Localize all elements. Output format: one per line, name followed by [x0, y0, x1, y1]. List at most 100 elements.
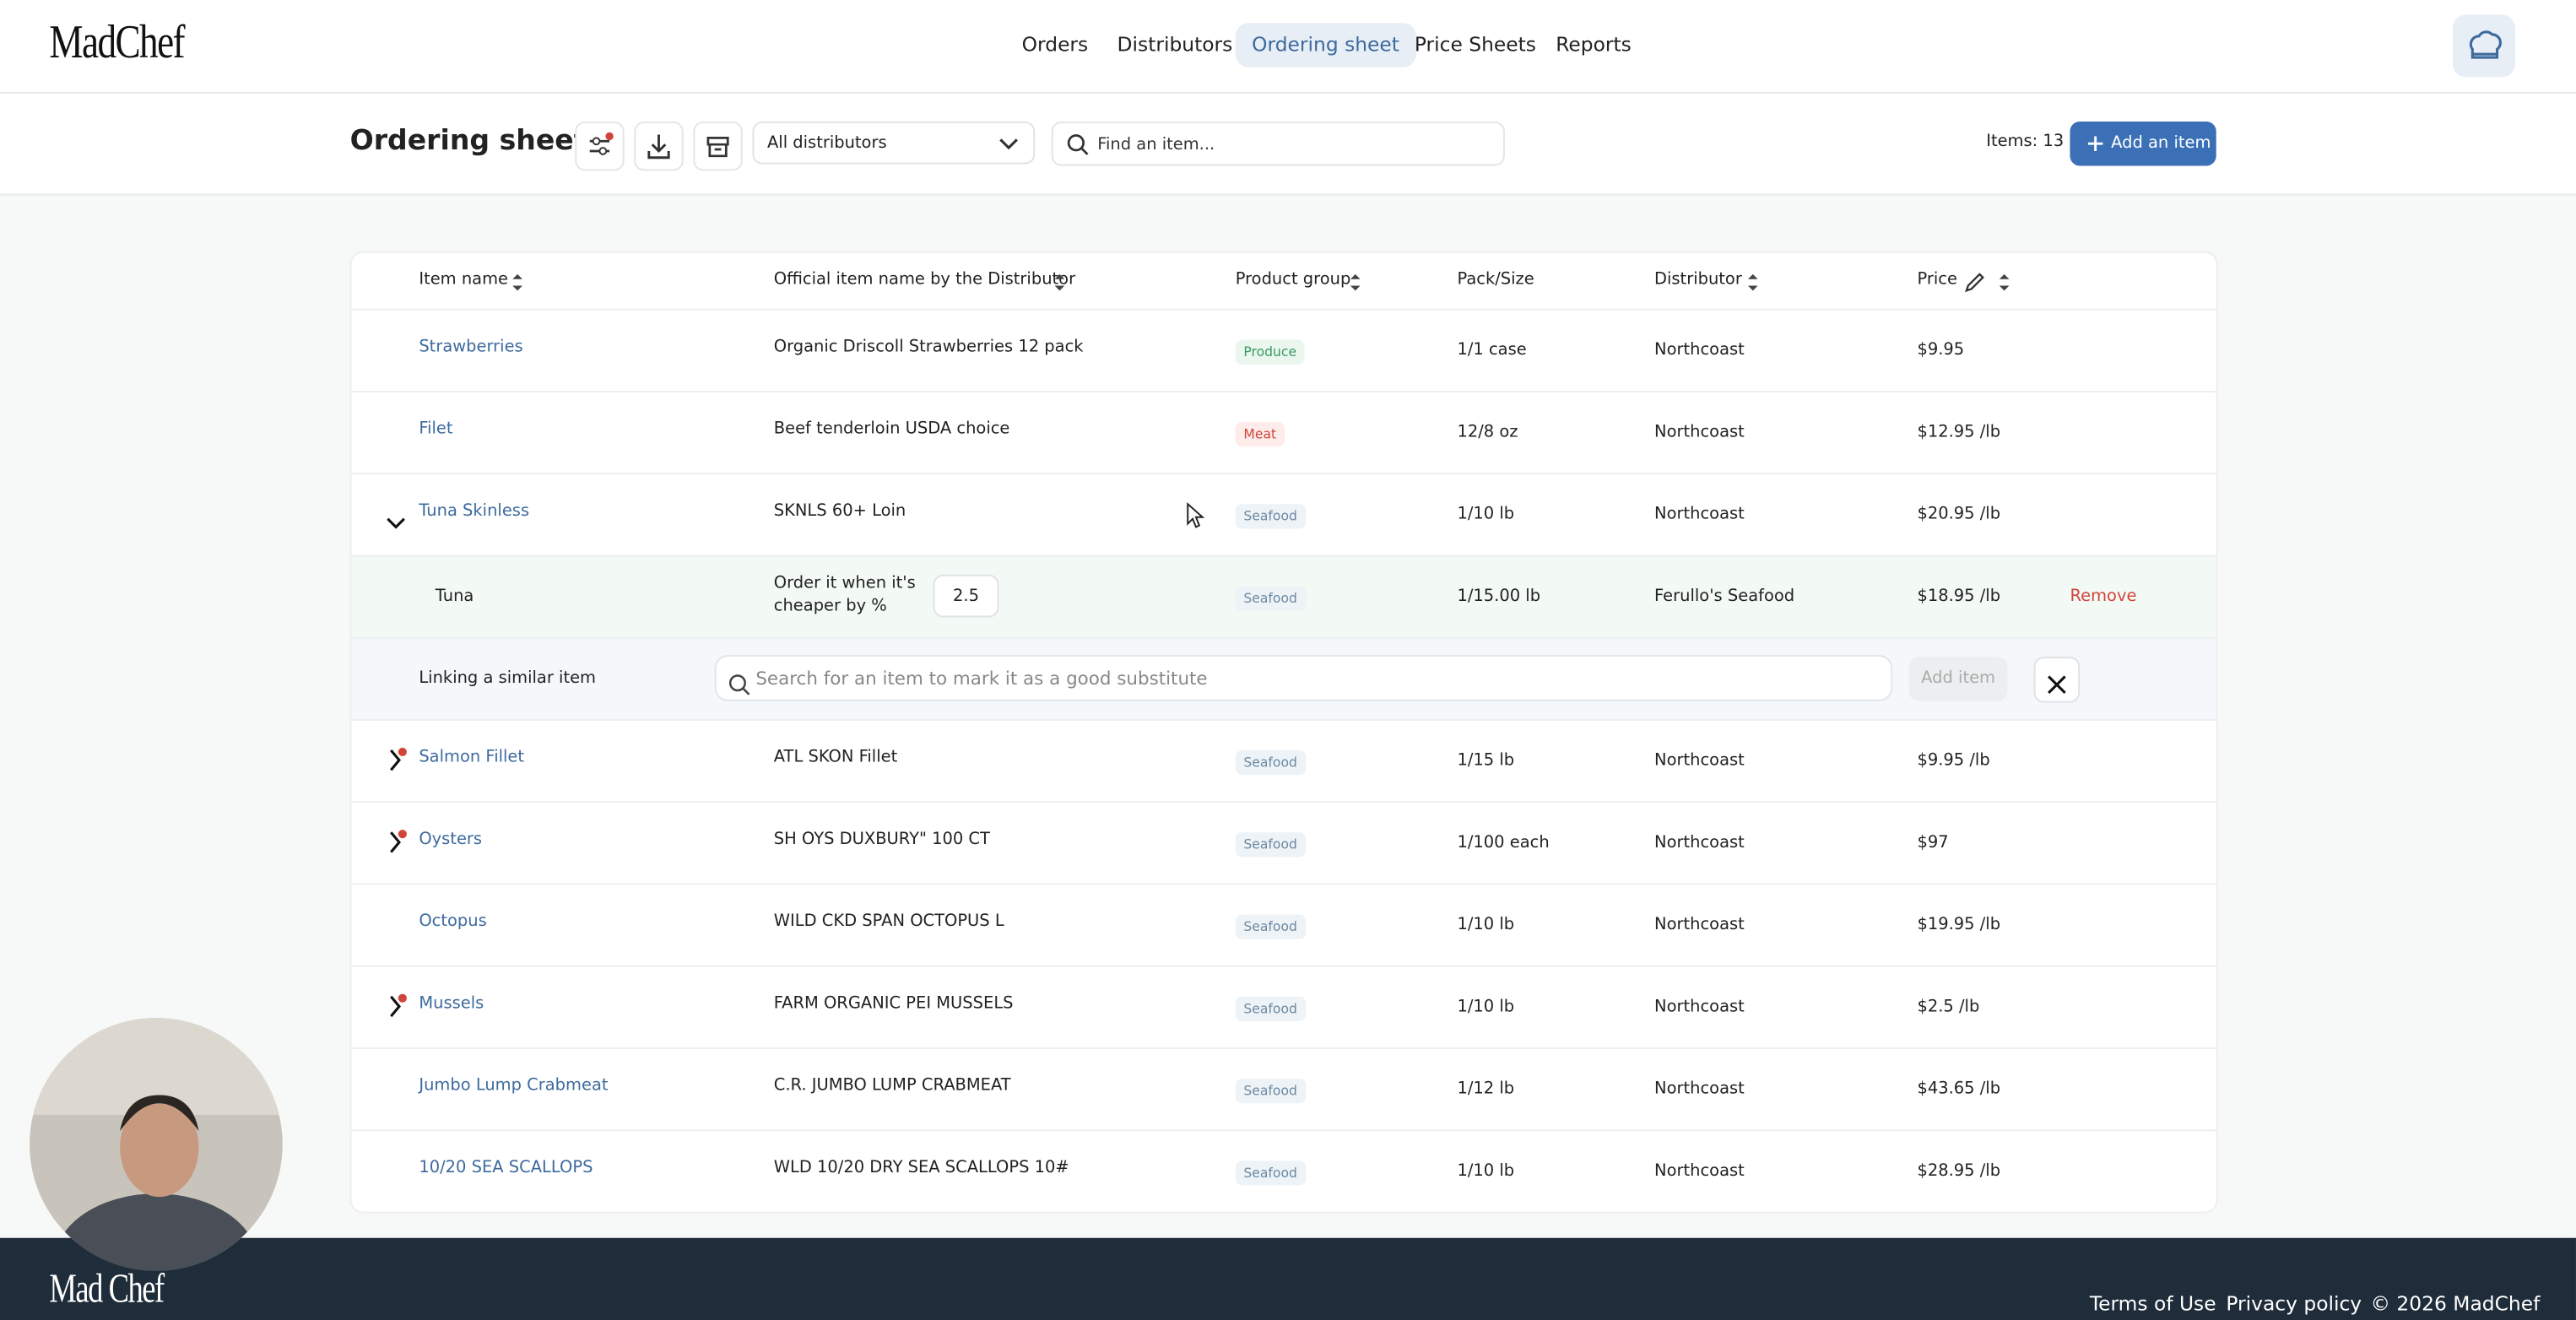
- table-row: Oysters SH OYS DUXBURY" 100 CT Seafood 1/10…: [351, 801, 2216, 883]
- item-name[interactable]: Strawberries: [419, 338, 523, 357]
- search-placeholder: Search for an item to mark it as a good …: [755, 668, 1208, 690]
- item-search[interactable]: Find an item...: [1051, 121, 1505, 166]
- price: $18.95 /lb: [1917, 587, 2001, 606]
- sort-icon-svg: [1054, 273, 1065, 291]
- expand-toggle-svg: [390, 747, 407, 771]
- column-header: Pack/Size: [1457, 270, 1534, 289]
- price: $28.95 /lb: [1917, 1162, 2001, 1181]
- sort-icon: [1745, 269, 1761, 300]
- product-group-tag: Seafood: [1235, 914, 1306, 939]
- privacy-link[interactable]: Privacy policy: [2226, 1291, 2362, 1316]
- item-name[interactable]: Octopus: [419, 912, 487, 931]
- distributor: Northcoast: [1654, 1162, 1745, 1181]
- product-group-tag: Seafood: [1235, 586, 1306, 611]
- expand-toggle: [387, 993, 407, 1026]
- pack-size: 1/10 lb: [1457, 1162, 1515, 1181]
- pack-size: 1/15.00 lb: [1457, 587, 1541, 606]
- item-name[interactable]: Salmon Fillet: [419, 749, 525, 767]
- items-count: Items: 13: [1986, 133, 2065, 151]
- link-label: Linking a similar item: [419, 669, 597, 689]
- search-icon: [728, 668, 750, 714]
- table-row: Mussels FARM ORGANIC PEI MUSSELS Seafood 1/…: [351, 965, 2216, 1047]
- remove-button[interactable]: Remove: [2070, 587, 2137, 606]
- select-value: All distributors: [766, 134, 887, 153]
- archive-button[interactable]: [693, 121, 743, 171]
- mouse-cursor: [1187, 502, 1205, 528]
- price: $9.95 /lb: [1917, 751, 1990, 771]
- column-header[interactable]: Product group: [1235, 270, 1351, 289]
- price: $97: [1917, 834, 1949, 852]
- substitute-name: Tuna: [435, 587, 474, 606]
- item-name[interactable]: Mussels: [419, 994, 484, 1014]
- archive-icon: [706, 137, 729, 158]
- price: $12.95 /lb: [1917, 423, 2001, 442]
- item-name[interactable]: Jumbo Lump Crabmeat: [419, 1077, 609, 1095]
- add-substitute-button[interactable]: Add item: [1908, 657, 2008, 701]
- chef-hat-icon: [2469, 30, 2502, 59]
- nav-link[interactable]: Distributors: [1117, 32, 1233, 57]
- substitute-rule: Order it when it's cheaper by %: [773, 574, 916, 616]
- table-row: 10/20 SEA SCALLOPS WLD 10/20 DRY SEA SCAL…: [351, 1129, 2216, 1211]
- expand-toggle-svg: [390, 830, 407, 853]
- close-icon-svg: [2048, 675, 2066, 695]
- column-header[interactable]: Item name: [419, 270, 509, 289]
- official-name: Beef tenderloin USDA choice: [773, 419, 1010, 439]
- substitute-row: Tuna Order it when it's cheaper by % 2.5 Se…: [351, 555, 2216, 637]
- pack-size: 1/12 lb: [1457, 1080, 1515, 1099]
- pack-size: 1/10 lb: [1457, 998, 1515, 1017]
- nav-link[interactable]: Price Sheets: [1414, 32, 1536, 57]
- official-name: ATL SKON Fillet: [773, 749, 898, 767]
- nav-link[interactable]: Ordering sheet: [1235, 23, 1416, 68]
- add-item-label: Add an item: [2111, 134, 2211, 153]
- column-header[interactable]: Official item name by the Distributor: [773, 270, 1076, 289]
- column-header[interactable]: Distributor: [1654, 270, 1742, 289]
- sort-icon-svg: [1999, 273, 2010, 291]
- product-group-tag: Produce: [1235, 339, 1305, 365]
- brand-logo[interactable]: MadChef: [49, 16, 185, 69]
- download-icon: [647, 134, 670, 160]
- pack-size: 1/1 case: [1457, 341, 1527, 360]
- copyright: © 2026 MadChef: [2370, 1291, 2541, 1316]
- nav-link[interactable]: Reports: [1556, 32, 1632, 57]
- price: $43.65 /lb: [1917, 1080, 2001, 1099]
- threshold-input[interactable]: 2.5: [933, 574, 999, 618]
- distributor: Northcoast: [1654, 916, 1745, 934]
- sort-icon: [1996, 269, 2012, 300]
- substitute-search[interactable]: Search for an item to mark it as a good …: [714, 655, 1893, 701]
- official-name: Organic Driscoll Strawberries 12 pack: [773, 338, 1084, 357]
- table-row: Filet Beef tenderloin USDA choice Meat 12/8…: [351, 390, 2216, 473]
- collapse-toggle: [386, 507, 405, 538]
- download-button[interactable]: [634, 121, 684, 171]
- terms-link[interactable]: Terms of Use: [2089, 1291, 2216, 1316]
- distributor: Northcoast: [1654, 998, 1745, 1017]
- distributor: Northcoast: [1654, 341, 1745, 360]
- distributor: Northcoast: [1654, 506, 1745, 524]
- add-item-button[interactable]: Add an item: [2070, 121, 2216, 166]
- item-name[interactable]: 10/20 SEA SCALLOPS: [419, 1159, 593, 1177]
- table-row: Salmon Fillet ATL SKON Fillet Seafood 1/15 …: [351, 719, 2216, 801]
- footer: [0, 1237, 2576, 1320]
- nav-link[interactable]: Orders: [1021, 32, 1089, 57]
- search-placeholder: Find an item...: [1097, 136, 1215, 154]
- sort-icon: [509, 269, 525, 300]
- distributor-select[interactable]: All distributors: [752, 121, 1036, 165]
- product-group-tag: Seafood: [1235, 996, 1306, 1021]
- sort-icon-svg: [1747, 273, 1758, 291]
- search-icon: [1067, 134, 1089, 155]
- table-row: Tuna Skinless SKNLS 60+ Loin Seafood 1/10 l…: [351, 473, 2216, 555]
- official-name: WILD CKD SPAN OCTOPUS L: [773, 912, 1004, 931]
- column-header[interactable]: Price: [1917, 270, 1957, 289]
- edit-price-icon: [1963, 269, 1986, 300]
- distributor: Northcoast: [1654, 423, 1745, 442]
- sort-icon-svg: [512, 273, 522, 291]
- item-name[interactable]: Oysters: [419, 830, 483, 849]
- item-name[interactable]: Filet: [419, 419, 453, 439]
- filter-button[interactable]: [575, 121, 625, 171]
- account-button[interactable]: [2452, 14, 2515, 78]
- official-name: SKNLS 60+ Loin: [773, 502, 906, 521]
- pack-size: 12/8 oz: [1457, 423, 1518, 442]
- item-name[interactable]: Tuna Skinless: [419, 502, 530, 521]
- close-link-button[interactable]: [2033, 657, 2081, 703]
